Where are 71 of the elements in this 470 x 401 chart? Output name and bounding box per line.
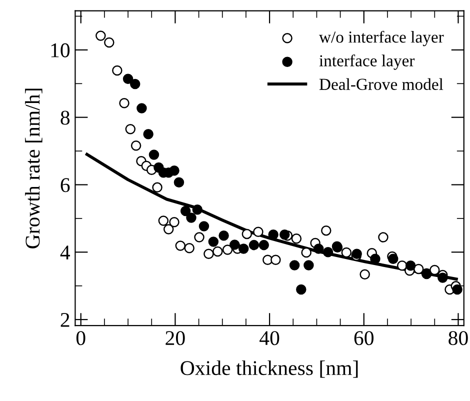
- point: [192, 204, 202, 215]
- x-tick-label: 20: [166, 331, 185, 346]
- point: [301, 247, 312, 258]
- x-tick-label: 80: [448, 331, 468, 346]
- legend-label: interface layer: [319, 54, 415, 70]
- point: [130, 140, 142, 151]
- point: [248, 240, 260, 250]
- point: [152, 182, 162, 193]
- y-tick-label: 6: [60, 178, 70, 192]
- point: [268, 229, 278, 240]
- point: [304, 260, 314, 270]
- x-tick-label: 0: [76, 331, 86, 346]
- legend-label: w/o interface layer: [318, 30, 444, 46]
- point: [125, 124, 136, 134]
- point: [222, 244, 233, 255]
- point: [175, 240, 186, 251]
- point: [280, 229, 290, 240]
- point: [112, 65, 122, 76]
- point: [291, 234, 302, 244]
- y-tick-label: 8: [60, 110, 70, 125]
- point: [163, 224, 174, 234]
- point: [158, 216, 169, 226]
- point: [212, 246, 223, 257]
- point: [169, 217, 180, 228]
- point: [180, 206, 191, 216]
- point: [186, 212, 196, 223]
- x-tick-label: 40: [260, 331, 280, 346]
- point: [96, 30, 106, 41]
- point: [270, 254, 281, 266]
- point: [194, 232, 204, 242]
- legend-label: Deal-Grove model: [319, 78, 444, 90]
- point: [321, 225, 332, 236]
- y-tick-label: 10: [51, 43, 70, 58]
- point: [169, 165, 180, 176]
- point: [174, 177, 184, 188]
- point: [341, 247, 352, 258]
- point: [289, 260, 300, 270]
- x-axis-title: Oxide thickness [nm]: [180, 360, 358, 378]
- point: [208, 236, 219, 247]
- point: [378, 232, 388, 242]
- point: [198, 221, 210, 232]
- point: [258, 240, 270, 250]
- y-tick-label: 4: [60, 246, 70, 260]
- point: [242, 228, 252, 240]
- point: [438, 272, 448, 283]
- point: [313, 244, 324, 254]
- point: [370, 254, 380, 264]
- point: [230, 240, 240, 250]
- y-axis-title: Growth rate [nm/h]: [25, 88, 42, 248]
- point: [136, 103, 147, 114]
- x-tick-label: 60: [354, 331, 374, 346]
- point: [238, 244, 249, 254]
- point: [413, 264, 424, 274]
- point: [253, 226, 264, 238]
- y-tick-label: 2: [60, 312, 70, 327]
- point: [388, 254, 398, 264]
- point: [130, 78, 140, 90]
- point: [296, 284, 306, 295]
- point: [322, 247, 334, 258]
- point: [184, 242, 194, 254]
- point: [405, 260, 416, 271]
- point: [430, 264, 440, 276]
- point: [104, 37, 114, 48]
- point: [119, 98, 130, 108]
- point: [122, 74, 134, 84]
- point: [143, 129, 154, 140]
- point: [148, 150, 160, 160]
- point: [360, 269, 370, 280]
- point: [204, 248, 214, 259]
- point: [218, 230, 229, 241]
- point: [452, 284, 462, 295]
